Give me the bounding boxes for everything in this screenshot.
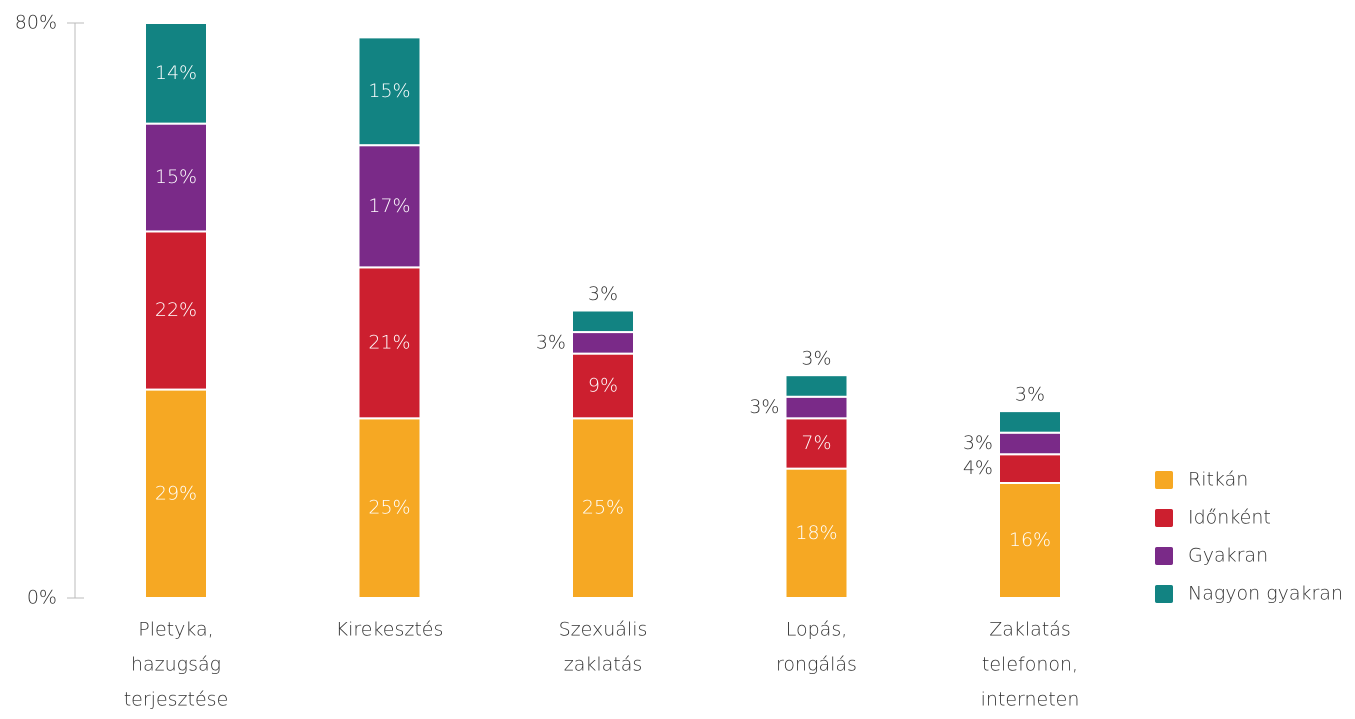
value-label: 15% <box>368 80 410 102</box>
bar-segment <box>998 410 1062 434</box>
x-tick-label: Pletyka, <box>138 619 213 641</box>
bar-segment <box>144 22 208 125</box>
bar-segment <box>144 122 208 233</box>
bar-segment <box>784 467 849 599</box>
value-label: 15% <box>155 166 197 188</box>
legend-label: Gyakran <box>1188 545 1268 567</box>
value-label: 29% <box>155 482 197 504</box>
value-label: 3% <box>536 331 566 353</box>
value-label: 7% <box>801 432 831 454</box>
value-label: 3% <box>588 283 618 305</box>
legend-swatch <box>1155 509 1173 527</box>
value-label: 16% <box>1009 529 1051 551</box>
bar-segment <box>571 309 635 334</box>
bar-segment <box>784 374 849 398</box>
value-label: 14% <box>155 62 197 84</box>
x-tick-label: telefonon, <box>982 654 1078 676</box>
y-tick-label: 0% <box>27 587 57 609</box>
legend-swatch <box>1155 585 1173 603</box>
bar-segment <box>571 417 635 599</box>
value-label: 22% <box>155 299 197 321</box>
bar-segment <box>357 417 422 599</box>
bar-segment <box>784 417 849 470</box>
value-label: 17% <box>368 195 410 217</box>
value-label: 3% <box>801 348 831 370</box>
value-label: 9% <box>588 374 618 396</box>
x-tick-label: Szexuális <box>559 619 648 641</box>
legend-label: Időnként <box>1188 507 1271 529</box>
x-tick-label: Kirekesztés <box>336 619 444 641</box>
legend-swatch <box>1155 471 1173 489</box>
value-label: 3% <box>1015 384 1045 406</box>
value-label: 18% <box>795 522 837 544</box>
y-tick-label: 80% <box>15 12 57 34</box>
bar-segment <box>998 482 1062 599</box>
x-tick-label: rongálás <box>776 654 857 676</box>
legend-label: Ritkán <box>1188 469 1248 491</box>
legend-label: Nagyon gyakran <box>1188 583 1343 605</box>
bar-segment <box>357 36 422 147</box>
value-label: 21% <box>368 331 410 353</box>
x-tick-label: terjesztése <box>124 689 229 711</box>
legend-swatch <box>1155 547 1173 565</box>
value-label: 25% <box>582 497 624 519</box>
bar-segment <box>357 144 422 269</box>
bar-segment <box>998 431 1062 456</box>
x-tick-label: Lopás, <box>786 619 848 641</box>
x-tick-label: zaklatás <box>564 654 643 676</box>
value-label: 3% <box>749 396 779 418</box>
x-tick-label: hazugság <box>131 654 221 676</box>
bar-segment <box>357 266 422 420</box>
value-label: 3% <box>963 432 993 454</box>
bar-segment <box>998 453 1062 484</box>
value-label: 4% <box>963 457 993 479</box>
x-tick-label: Zaklatás <box>989 619 1071 641</box>
bar-segment <box>571 331 635 355</box>
bar-segment <box>144 388 208 599</box>
x-tick-label: interneten <box>981 689 1080 711</box>
bar-segment <box>784 395 849 420</box>
value-label: 25% <box>368 497 410 519</box>
